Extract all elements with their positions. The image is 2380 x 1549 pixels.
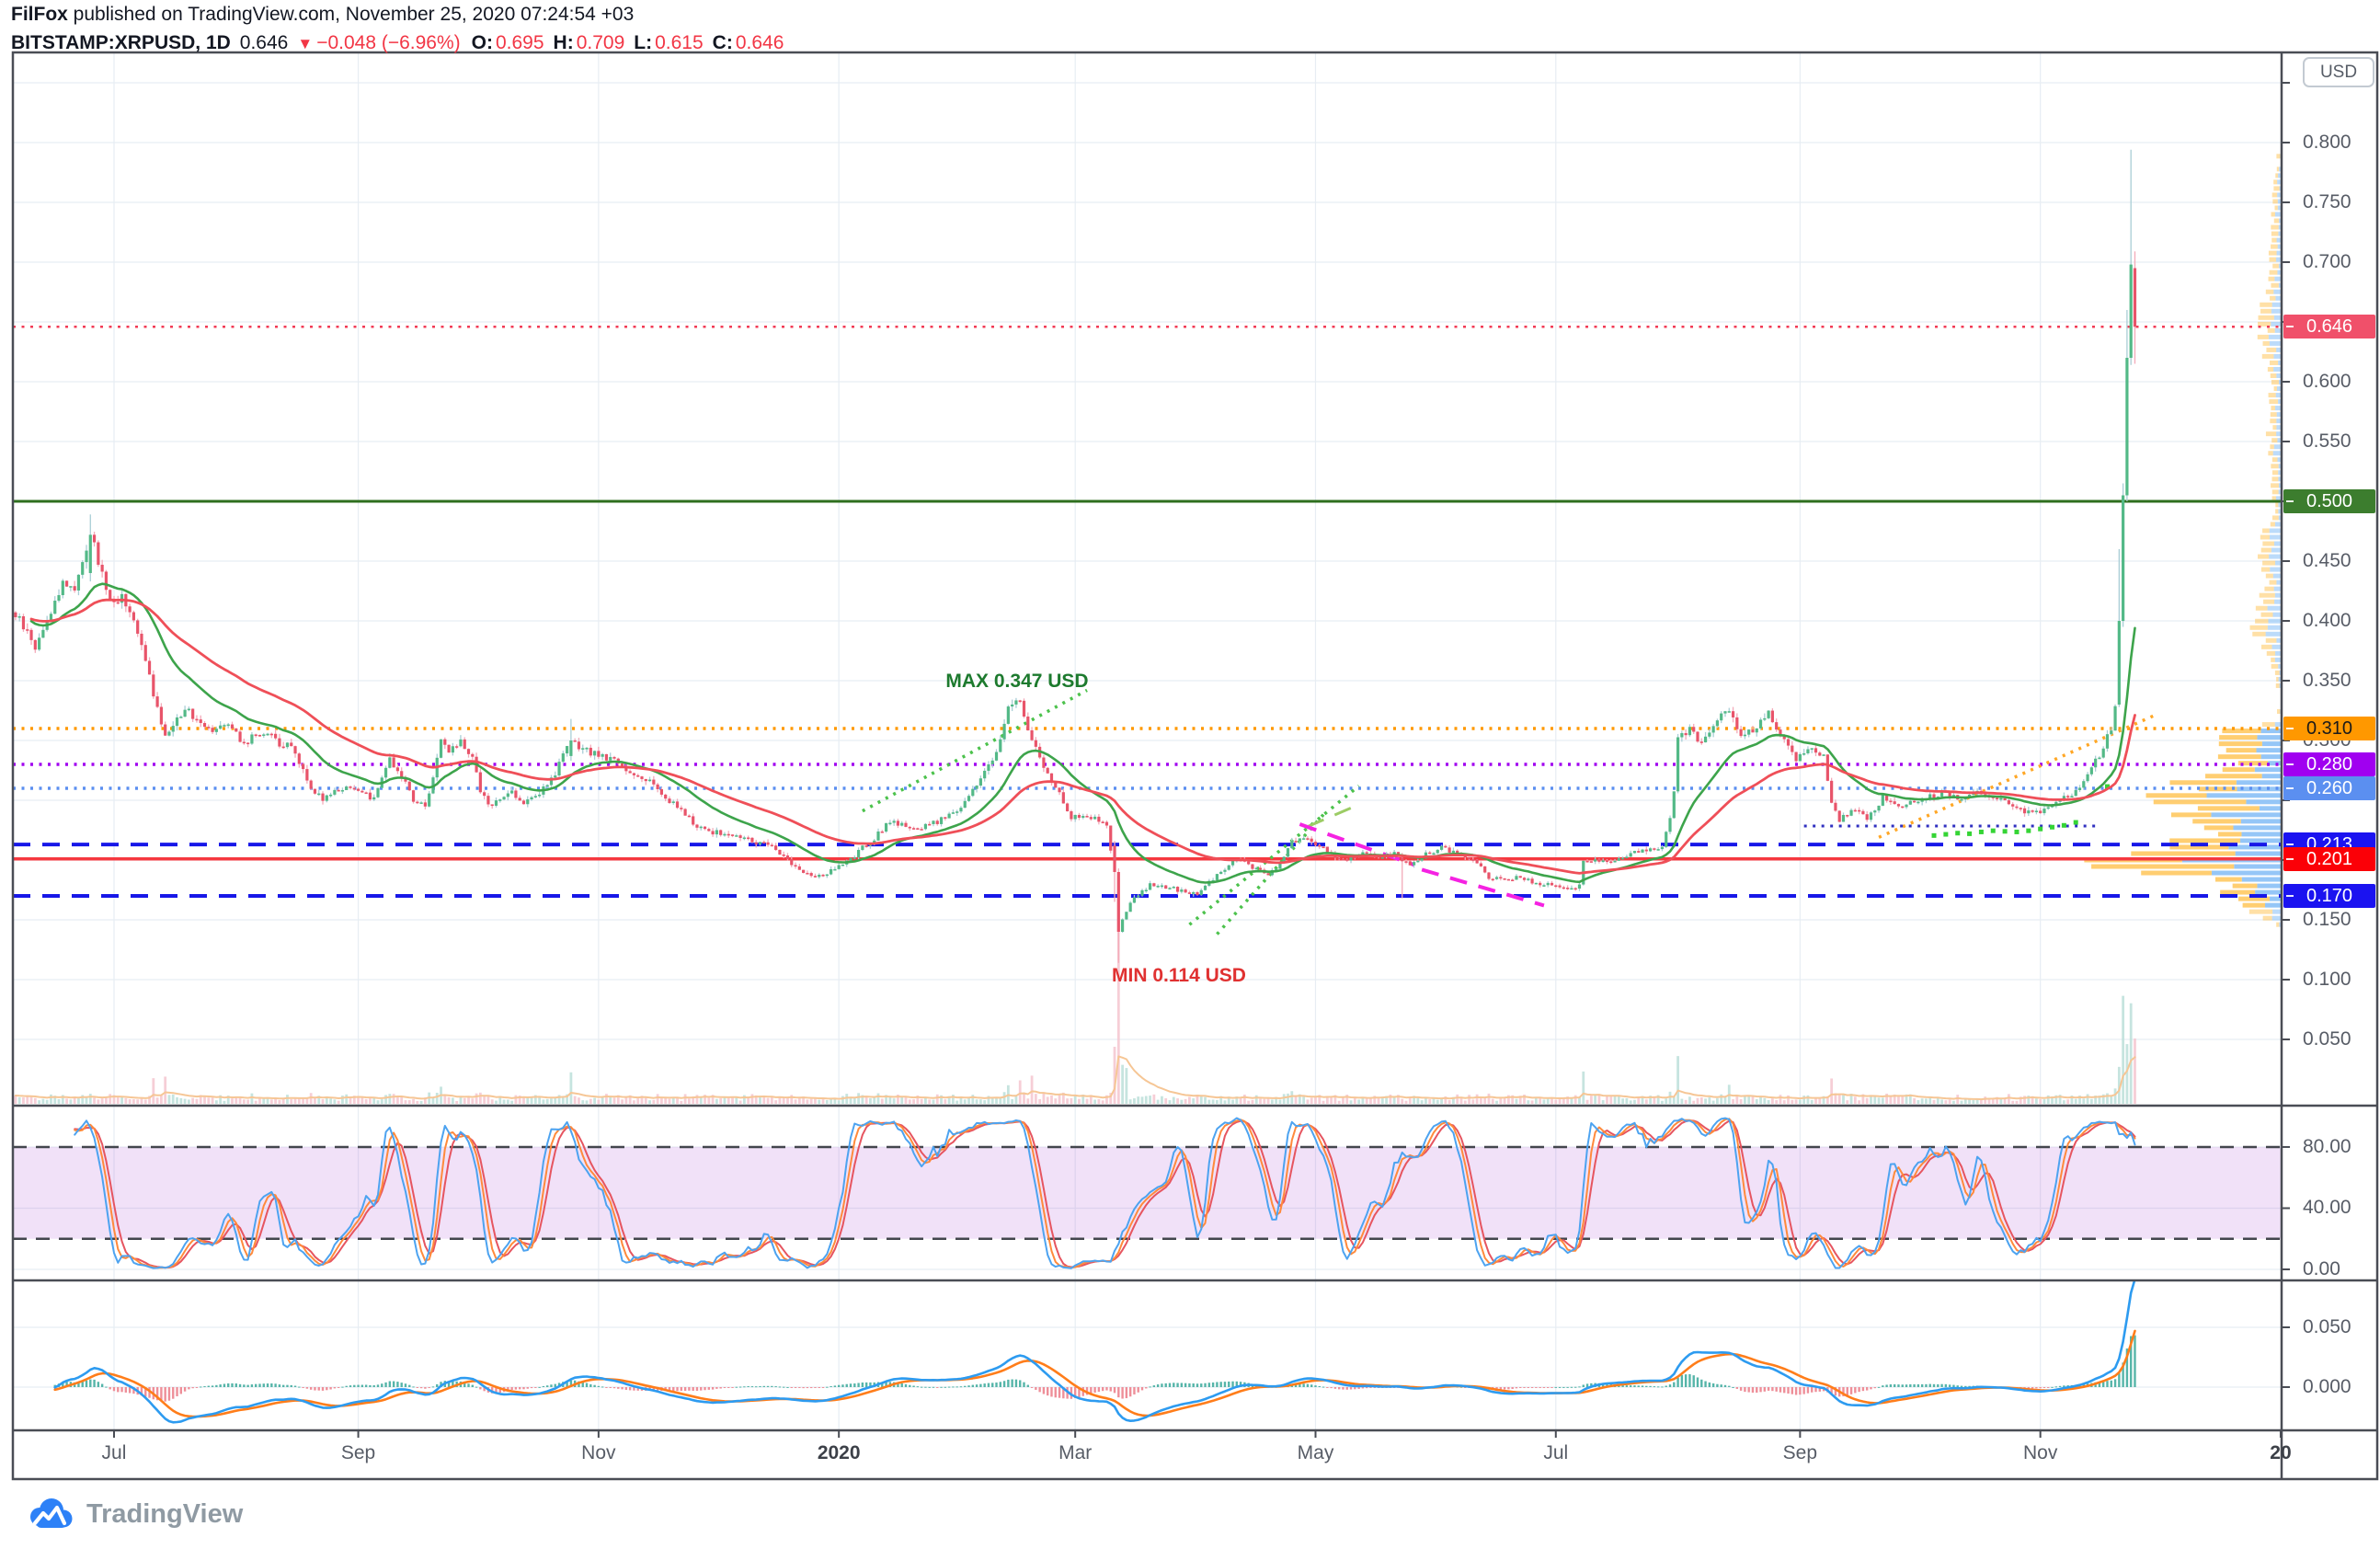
low-label: L: (634, 32, 653, 53)
high-label: H: (553, 32, 574, 53)
tradingview-logo[interactable]: TradingView (24, 1496, 243, 1532)
logo-text: TradingView (86, 1498, 244, 1529)
open-label: O: (471, 32, 493, 53)
down-triangle-icon: ▼ (297, 35, 314, 52)
change-value: −0.048 (−6.96%) (316, 32, 461, 53)
low-value: 0.615 (655, 32, 704, 53)
currency-toggle-button[interactable]: USD (2303, 57, 2374, 87)
author-name: FilFox (11, 4, 68, 25)
publish-line: FilFox published on TradingView.com, Nov… (11, 4, 784, 26)
annotation-min: MIN 0.114 USD (1112, 965, 1246, 986)
high-value: 0.709 (576, 32, 625, 53)
last-price: 0.646 (239, 32, 289, 53)
close-value: 0.646 (735, 32, 784, 53)
chart-header: FilFox published on TradingView.com, Nov… (11, 4, 784, 54)
close-label: C: (712, 32, 733, 53)
tradingview-cloud-icon (30, 1498, 73, 1528)
open-value: 0.695 (495, 32, 544, 53)
annotation-max: MAX 0.347 USD (945, 671, 1089, 692)
symbol-title[interactable]: BITSTAMP:XRPUSD, 1D (11, 32, 231, 53)
symbol-line: BITSTAMP:XRPUSD, 1D 0.646 ▼ −0.048 (−6.96%)… (11, 32, 784, 54)
published-info: published on TradingView.com, November 2… (67, 4, 635, 25)
